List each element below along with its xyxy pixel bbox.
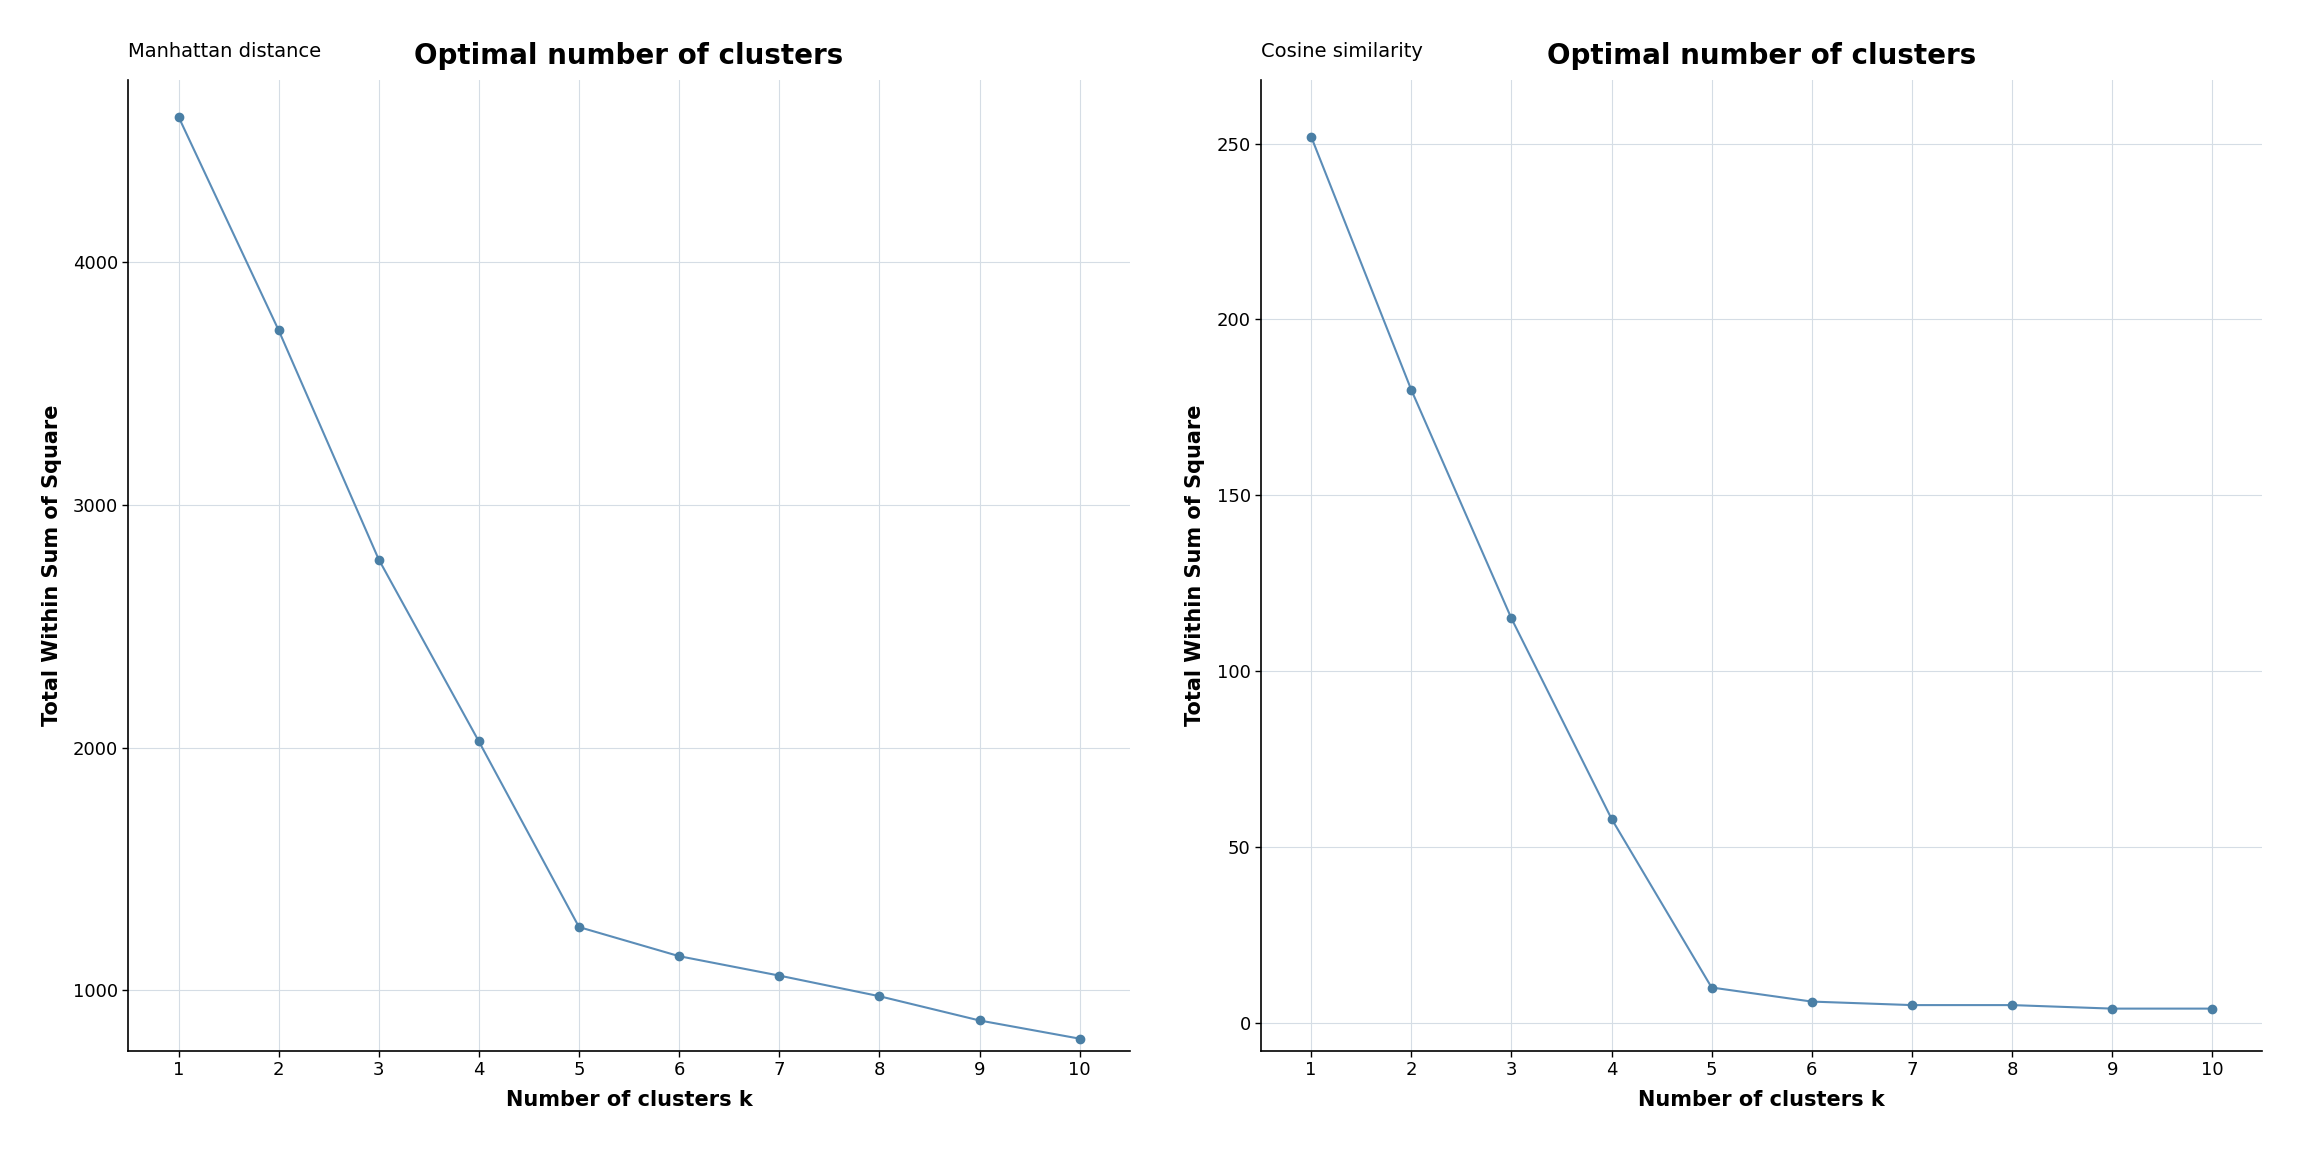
- X-axis label: Number of clusters k: Number of clusters k: [1638, 1090, 1885, 1111]
- Title: Optimal number of clusters: Optimal number of clusters: [415, 41, 843, 69]
- Y-axis label: Total Within Sum of Square: Total Within Sum of Square: [1184, 404, 1205, 726]
- Text: Manhattan distance: Manhattan distance: [129, 41, 323, 61]
- Y-axis label: Total Within Sum of Square: Total Within Sum of Square: [41, 404, 62, 726]
- Title: Optimal number of clusters: Optimal number of clusters: [1546, 41, 1977, 69]
- X-axis label: Number of clusters k: Number of clusters k: [505, 1090, 753, 1111]
- Text: Cosine similarity: Cosine similarity: [1260, 41, 1424, 61]
